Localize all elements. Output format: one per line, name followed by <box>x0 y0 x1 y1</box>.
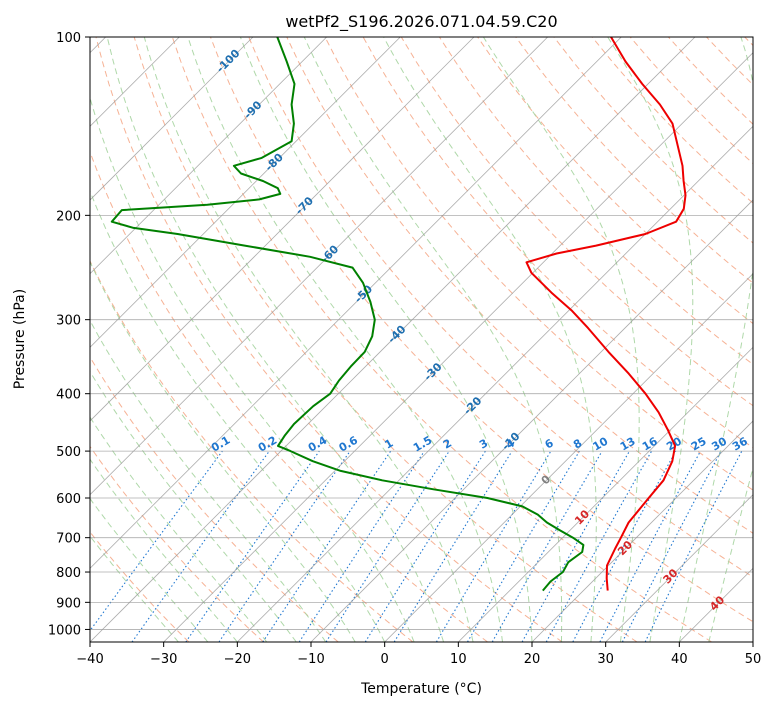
y-tick-label: 100 <box>56 31 81 46</box>
y-tick-label: 1000 <box>48 623 81 638</box>
x-tick-label: 0 <box>381 652 389 667</box>
x-tick-label: 10 <box>450 652 467 667</box>
y-tick-label: 200 <box>56 209 81 224</box>
y-tick-label: 300 <box>56 314 81 329</box>
x-tick-label: −40 <box>76 652 103 667</box>
x-axis-title: Temperature (°C) <box>360 681 482 697</box>
y-axis-title: Pressure (hPa) <box>12 289 28 389</box>
y-tick-label: 800 <box>56 566 81 581</box>
skew-t-chart: -100-90-80-70-60-50-40-30-20-10010203040… <box>0 0 775 708</box>
x-tick-label: −30 <box>150 652 177 667</box>
y-tick-label: 700 <box>56 532 81 547</box>
y-tick-label: 400 <box>56 388 81 403</box>
x-tick-label: −20 <box>224 652 251 667</box>
x-tick-label: 30 <box>597 652 614 667</box>
y-tick-label: 500 <box>56 445 81 460</box>
x-tick-label: 50 <box>745 652 762 667</box>
y-tick-label: 900 <box>56 596 81 611</box>
x-tick-label: 40 <box>671 652 688 667</box>
x-tick-label: 20 <box>524 652 541 667</box>
y-tick-label: 600 <box>56 492 81 507</box>
chart-title: wetPf2_S196.2026.071.04.59.C20 <box>285 12 557 32</box>
x-tick-label: −10 <box>297 652 324 667</box>
